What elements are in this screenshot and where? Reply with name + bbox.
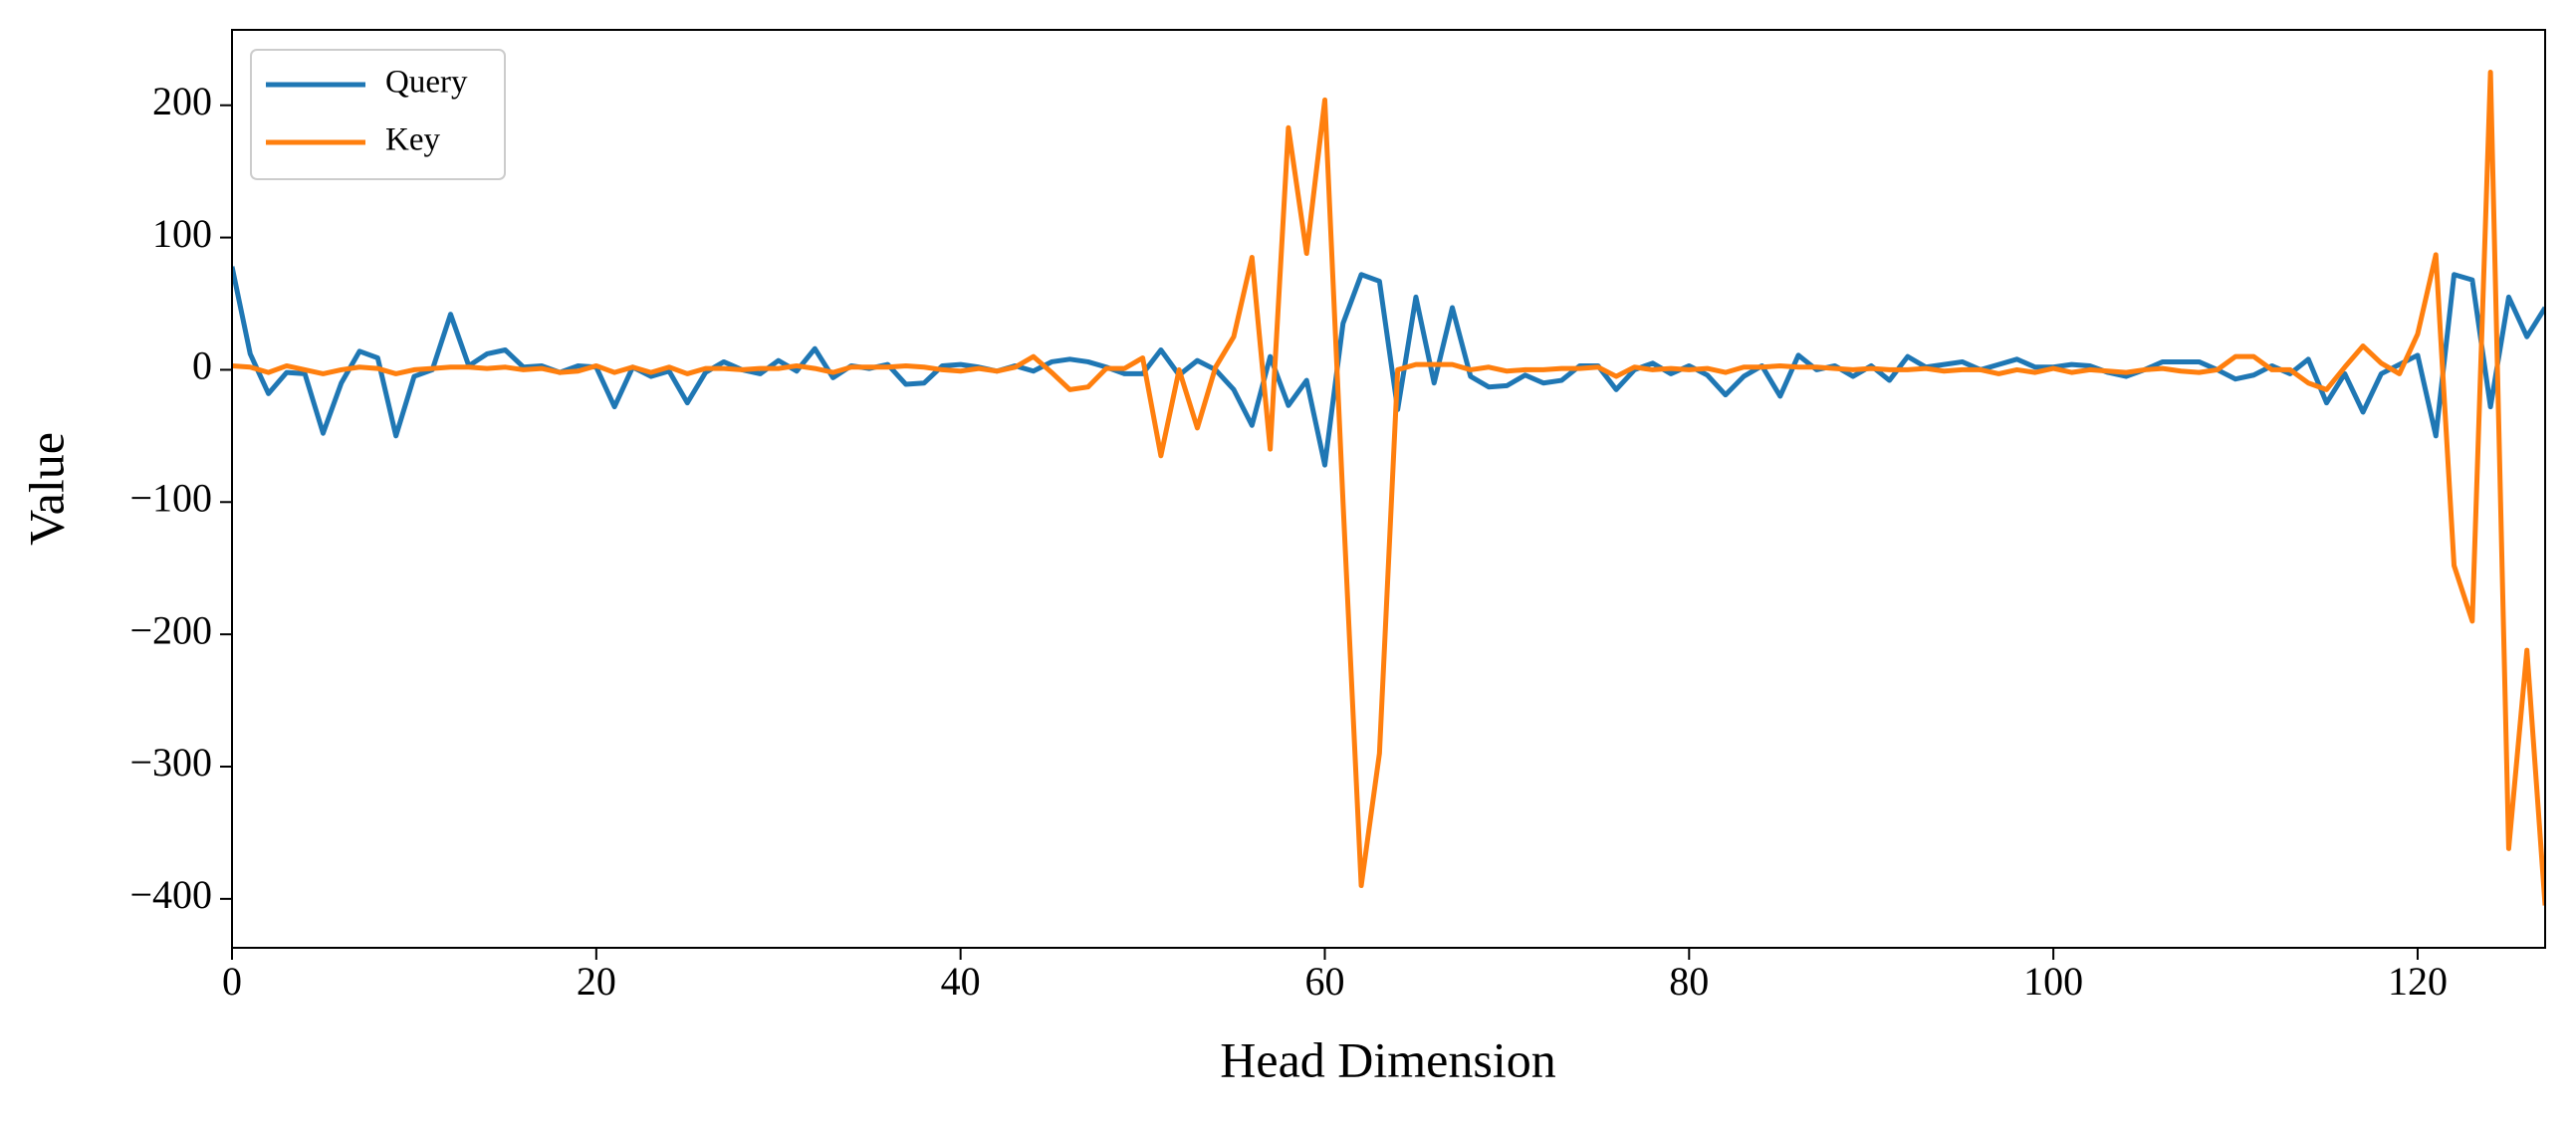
x-tick-label: 60 <box>1304 959 1344 1004</box>
y-axis-label: Value <box>18 432 74 546</box>
y-tick-label: −200 <box>129 607 212 652</box>
x-tick-label: 40 <box>941 959 981 1004</box>
data-line <box>232 70 2545 906</box>
y-tick-label: 0 <box>192 343 212 388</box>
y-tick-label: 200 <box>152 79 212 123</box>
x-tick-label: 100 <box>2023 959 2083 1004</box>
legend-label: Query <box>385 65 468 101</box>
legend: Query Key <box>250 49 506 180</box>
y-tick-label: 100 <box>152 211 212 256</box>
x-tick-label: 80 <box>1669 959 1709 1004</box>
legend-label: Key <box>385 122 440 158</box>
y-tick-label: −400 <box>129 872 212 917</box>
y-tick-label: −300 <box>129 740 212 785</box>
data-line <box>232 266 2545 468</box>
x-tick-label: 0 <box>222 959 242 1004</box>
y-tick-label: −100 <box>129 475 212 520</box>
x-tick-label: 20 <box>577 959 616 1004</box>
plot-frame <box>231 29 2546 949</box>
x-axis-label: Head Dimension <box>1220 1031 1555 1087</box>
x-tick-label: 120 <box>2388 959 2448 1004</box>
